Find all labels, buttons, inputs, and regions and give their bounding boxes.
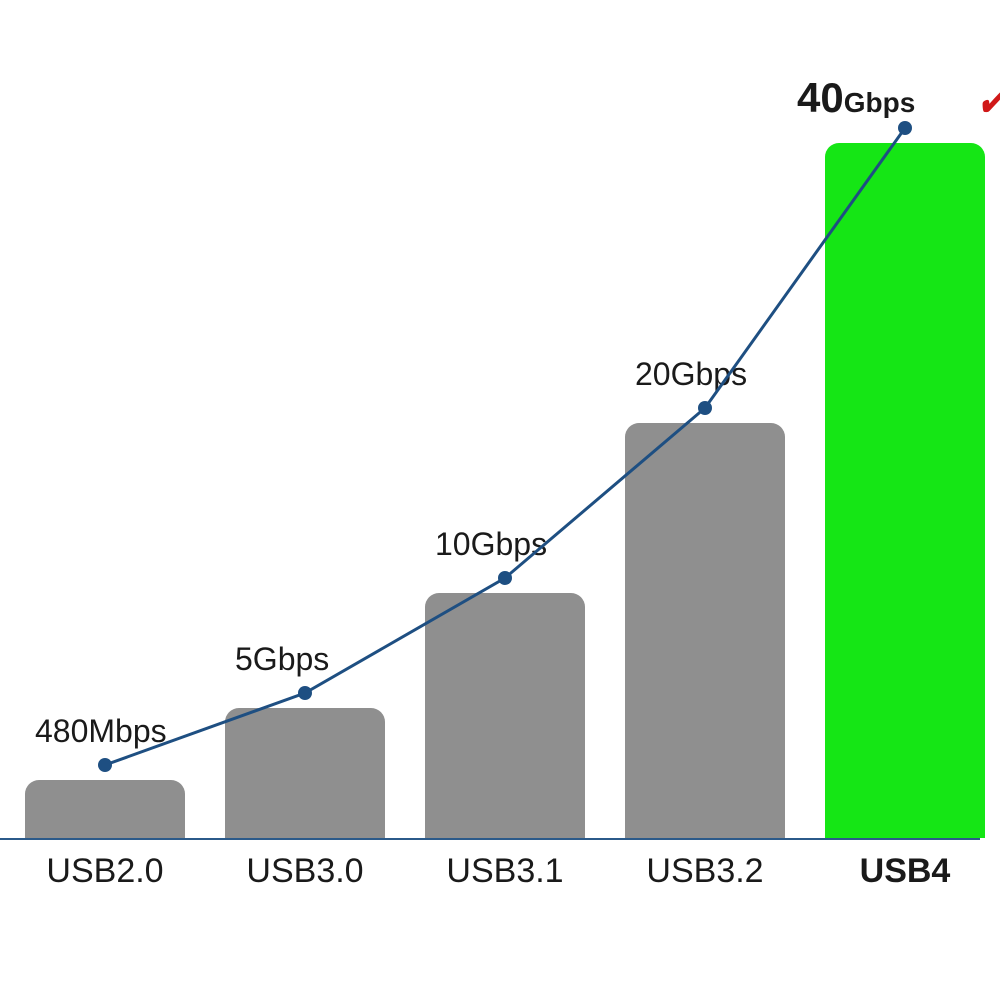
x-label: USB3.2	[646, 852, 763, 891]
x-label: USB3.0	[246, 852, 363, 891]
usb-speed-chart: USB2.0 480Mbps USB3.0 5Gbps USB3.1 10Gbps USB3…	[0, 0, 1000, 1000]
bar-usb4	[825, 143, 985, 838]
x-label: USB4	[860, 852, 951, 891]
x-label: USB3.1	[446, 852, 563, 891]
bar-usb20	[25, 780, 185, 838]
bar-usb31	[425, 593, 585, 838]
x-axis	[0, 838, 980, 840]
value-label: 10Gbps	[435, 526, 547, 563]
value-label: 20Gbps	[635, 356, 747, 393]
value-label: 40Gbps	[797, 74, 915, 122]
value-label: 5Gbps	[235, 641, 329, 678]
checkmark-icon: ✓	[973, 72, 1000, 128]
bar-usb30	[225, 708, 385, 838]
bar-usb32	[625, 423, 785, 838]
x-label: USB2.0	[46, 852, 163, 891]
value-label: 480Mbps	[35, 713, 167, 750]
